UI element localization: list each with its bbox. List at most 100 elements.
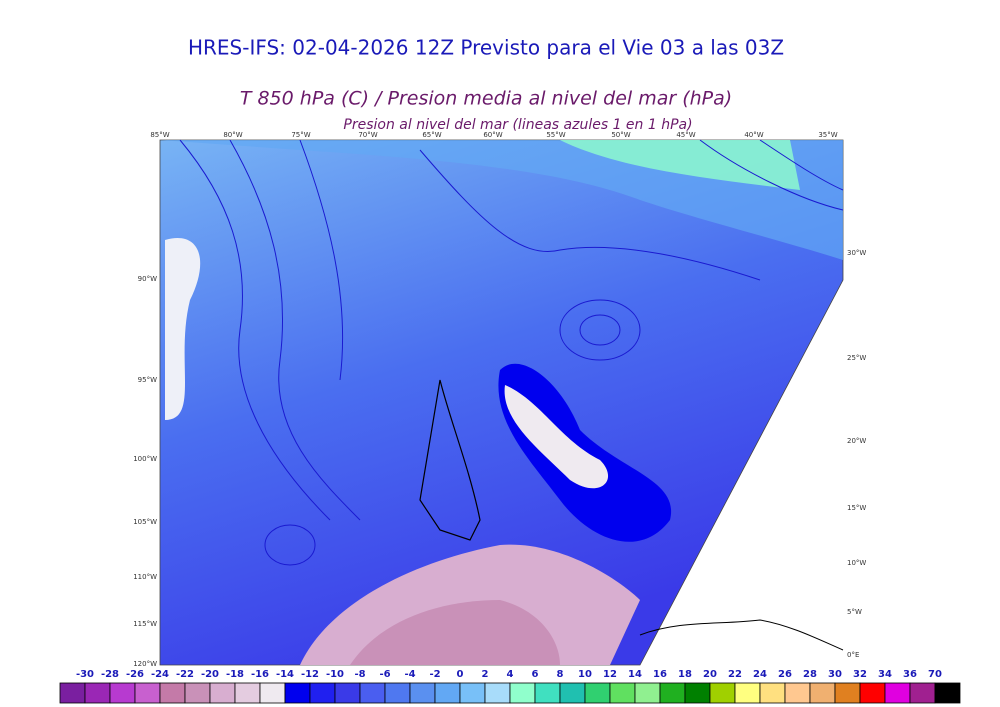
colorbar-swatch	[509, 682, 536, 704]
lon-label: 15°W	[847, 504, 866, 512]
subtitle: T 850 hPa (C) / Presion media al nivel d…	[240, 88, 732, 110]
colorbar-label: -10	[326, 669, 344, 680]
colorbar-label: -2	[429, 669, 440, 680]
colorbar-swatch	[534, 682, 561, 704]
colorbar-label: -16	[251, 669, 269, 680]
colorbar-swatch	[609, 682, 636, 704]
colorbar-label: -22	[176, 669, 194, 680]
colorbar-label: 18	[678, 669, 692, 680]
shade	[560, 140, 800, 190]
coastline	[419, 379, 481, 541]
lon-label: 120°W	[133, 660, 157, 668]
colorbar-label: 8	[557, 669, 564, 680]
colorbar-label: 70	[928, 669, 942, 680]
colorbar-label: 6	[532, 669, 539, 680]
colorbar-swatch	[234, 682, 261, 704]
lon-label: 25°W	[847, 354, 866, 362]
lon-label: 45°W	[676, 131, 695, 139]
lon-label: 60°W	[483, 131, 502, 139]
colorbar-swatch	[659, 682, 686, 704]
lon-label: 100°W	[133, 455, 157, 463]
colorbar-label: 12	[603, 669, 617, 680]
colorbar-label: -26	[126, 669, 144, 680]
colorbar-swatch	[284, 682, 311, 704]
lon-label: 35°W	[818, 131, 837, 139]
colorbar-swatch	[259, 682, 286, 704]
colorbar-label: 24	[753, 669, 767, 680]
colorbar-label: -20	[201, 669, 219, 680]
note: Presion al nivel del mar (lineas azules …	[343, 117, 692, 133]
colorbar-label: -30	[76, 669, 94, 680]
colorbar-label: 26	[778, 669, 792, 680]
colorbar-swatch	[884, 682, 911, 704]
colorbar-label: 2	[482, 669, 489, 680]
title: HRES-IFS: 02-04-2026 12Z Previsto para e…	[188, 36, 784, 60]
colorbar-label: -12	[301, 669, 319, 680]
lon-label: 115°W	[133, 620, 157, 628]
colorbar-swatch	[334, 682, 361, 704]
lon-label: 20°W	[847, 437, 866, 445]
colorbar-label: 30	[828, 669, 842, 680]
isobars	[179, 139, 844, 566]
colorbar-swatch	[634, 682, 661, 704]
colorbar-swatch	[734, 682, 761, 704]
colorbar-swatch	[559, 682, 586, 704]
colorbar-swatch	[584, 682, 611, 704]
colorbar-label: -28	[101, 669, 119, 680]
lon-label: 10°W	[847, 559, 866, 567]
colorbar-swatch	[84, 682, 111, 704]
colorbar-label: -24	[151, 669, 169, 680]
colorbar-swatch	[109, 682, 136, 704]
colorbar-label: 22	[728, 669, 742, 680]
lon-label: 110°W	[133, 573, 157, 581]
colorbar-swatch	[859, 682, 886, 704]
colorbar-label: 14	[628, 669, 642, 680]
colorbar-swatch	[759, 682, 786, 704]
colorbar-label: -14	[276, 669, 294, 680]
colorbar-swatch	[684, 682, 711, 704]
lon-label: 5°W	[847, 608, 862, 616]
colorbar: -30 -28 -26 -24 -22 -20 -18 -16 -14 -12 -10 -8 -6 -4-…	[59, 669, 961, 704]
colorbar-label: 16	[653, 669, 667, 680]
lon-label: 80°W	[223, 131, 242, 139]
colorbar-swatch	[359, 682, 386, 704]
coastline	[639, 619, 844, 651]
colorbar-label: 4	[507, 669, 514, 680]
lon-label: 75°W	[291, 131, 310, 139]
colorbar-label: -6	[379, 669, 390, 680]
lon-label: 70°W	[358, 131, 377, 139]
colorbar-label: 10	[578, 669, 592, 680]
colorbar-swatch	[934, 682, 961, 704]
lon-label: 95°W	[138, 376, 157, 384]
colorbar-swatch	[484, 682, 511, 704]
colorbar-swatch	[209, 682, 236, 704]
map	[159, 139, 844, 666]
lon-label: 50°W	[611, 131, 630, 139]
map-labels: 85°W 80°W 75°W 70°W 65°W 60°W 55°W 50°W 45°W 40°W…	[133, 131, 866, 668]
colorbar-label: 36	[903, 669, 917, 680]
lon-label: 90°W	[138, 275, 157, 283]
colorbar-swatch	[159, 682, 186, 704]
colorbar-label: -18	[226, 669, 244, 680]
colorbar-label: 28	[803, 669, 817, 680]
colorbar-swatch	[784, 682, 811, 704]
colorbar-label: -4	[404, 669, 415, 680]
colorbar-label: -8	[354, 669, 365, 680]
colorbar-swatch	[384, 682, 411, 704]
colorbar-swatch	[434, 682, 461, 704]
colorbar-label: 20	[703, 669, 717, 680]
lon-label: 55°W	[546, 131, 565, 139]
colorbar-label: 0	[457, 669, 464, 680]
colorbar-swatch	[709, 682, 736, 704]
lon-label: 105°W	[133, 518, 157, 526]
colorbar-swatch	[184, 682, 211, 704]
lon-label: 85°W	[150, 131, 169, 139]
colorbar-swatch	[809, 682, 836, 704]
colorbar-label: 34	[878, 669, 892, 680]
colorbar-swatch	[834, 682, 861, 704]
colorbar-swatch	[459, 682, 486, 704]
colorbar-swatch	[59, 682, 86, 704]
colorbar-swatch	[409, 682, 436, 704]
colorbar-swatch	[134, 682, 161, 704]
